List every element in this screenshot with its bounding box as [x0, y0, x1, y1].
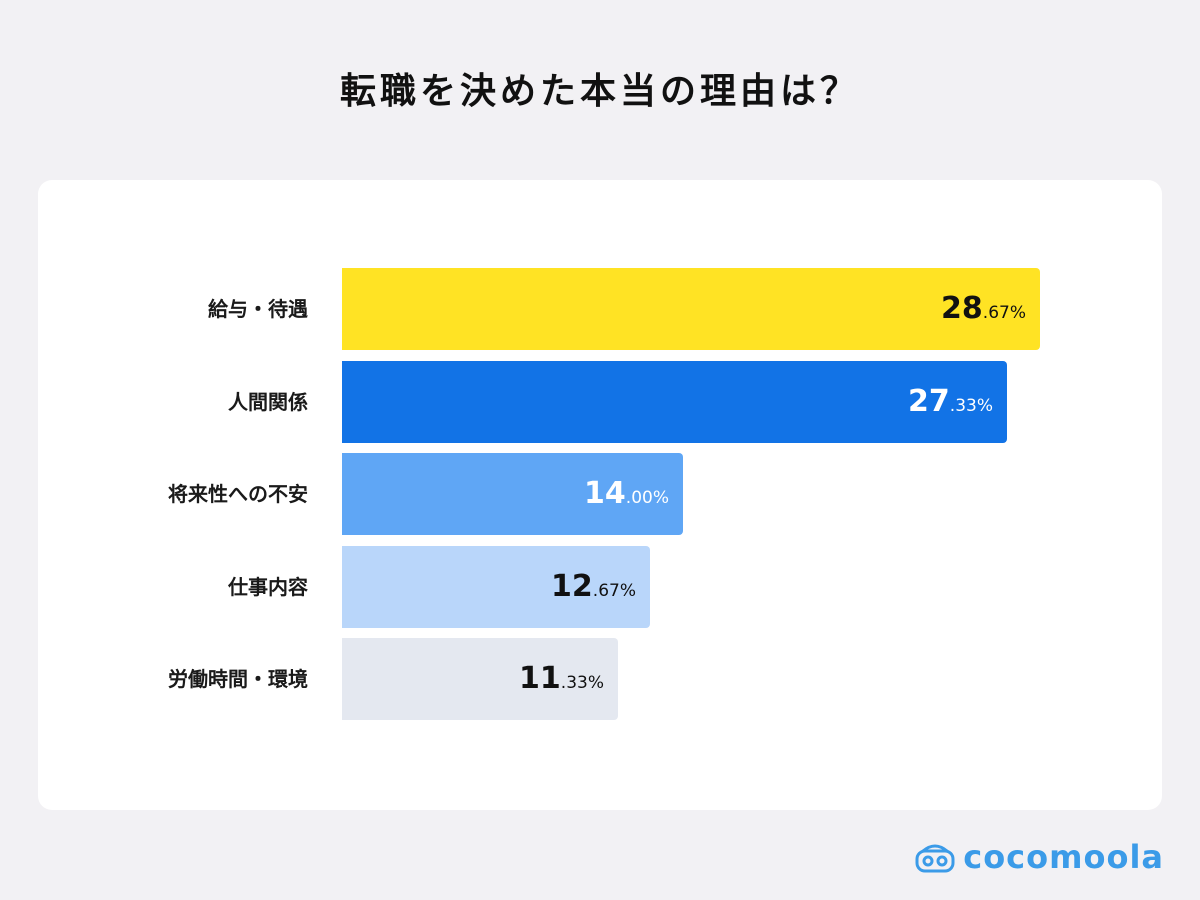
value-integer: 27	[908, 383, 950, 419]
bar	[342, 638, 618, 720]
bar	[342, 453, 683, 535]
bar	[342, 545, 650, 628]
category-label: 人間関係	[228, 389, 308, 414]
bar-row: 労働時間・環境 11.33%	[38, 638, 1162, 720]
bar-row: 将来性への不安 14.00%	[38, 453, 1162, 535]
category-label: 仕事内容	[228, 574, 308, 599]
value-label: 27.33%	[908, 361, 993, 443]
value-decimal: .67%	[982, 303, 1026, 323]
value-integer: 11	[519, 661, 561, 696]
value-integer: 14	[584, 476, 626, 511]
bar	[342, 360, 1007, 443]
category-label: 給与・待遇	[208, 297, 308, 321]
value-decimal: .33%	[949, 395, 993, 416]
chart-card: 給与・待遇 28.67% 人間関係 27.33% 将来性への不安 14.00% 仕事内容 12…	[38, 180, 1162, 810]
value-label: 14.00%	[584, 453, 669, 535]
value-label: 11.33%	[519, 638, 604, 720]
value-decimal: .67%	[592, 580, 636, 601]
bar	[342, 268, 1040, 350]
value-decimal: .33%	[560, 673, 604, 693]
value-label: 28.67%	[941, 268, 1026, 350]
brand-logo: cocomoola	[915, 836, 1164, 878]
value-decimal: .00%	[625, 488, 669, 508]
chart-title: 転職を決めた本当の理由は？	[339, 71, 860, 112]
bar-row: 人間関係 27.33%	[38, 360, 1162, 443]
brand-name: cocomoola	[963, 838, 1164, 876]
value-integer: 12	[551, 568, 593, 604]
category-label: 労働時間・環境	[168, 667, 308, 691]
category-label: 将来性への不安	[168, 482, 308, 506]
bar-row: 給与・待遇 28.67%	[38, 268, 1162, 350]
bar-row: 仕事内容 12.67%	[38, 545, 1162, 628]
cocomoola-logo-icon	[915, 844, 955, 873]
value-integer: 28	[941, 291, 983, 326]
value-label: 12.67%	[551, 546, 636, 628]
